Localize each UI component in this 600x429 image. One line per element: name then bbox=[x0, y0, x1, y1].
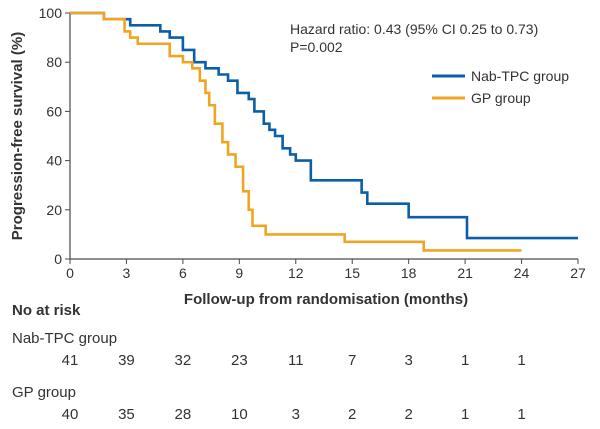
x-tick-label: 3 bbox=[123, 265, 131, 281]
x-tick-label: 27 bbox=[570, 265, 586, 281]
series-line-gp bbox=[70, 11, 522, 252]
y-tick-label: 80 bbox=[46, 54, 62, 70]
x-tick-label: 15 bbox=[344, 265, 360, 281]
x-tick-label: 9 bbox=[235, 265, 243, 281]
x-tick-label: 0 bbox=[66, 265, 74, 281]
x-tick-label: 6 bbox=[179, 265, 187, 281]
x-axis-title: Follow-up from randomisation (months) bbox=[184, 291, 468, 308]
legend-label-nab-tpc: Nab-TPC group bbox=[471, 68, 569, 84]
y-tick-label: 40 bbox=[46, 153, 62, 169]
series-line-nab-tpc bbox=[70, 11, 578, 240]
y-tick-label: 0 bbox=[54, 251, 62, 267]
y-tick-label: 20 bbox=[46, 202, 62, 218]
x-tick-label: 24 bbox=[514, 265, 530, 281]
x-tick-label: 12 bbox=[288, 265, 304, 281]
y-tick-label: 100 bbox=[39, 5, 63, 21]
hazard-ratio-text: Hazard ratio: 0.43 (95% CI 0.25 to 0.73) bbox=[290, 21, 538, 37]
legend-label-gp: GP group bbox=[471, 90, 531, 106]
x-tick-label: 18 bbox=[401, 265, 417, 281]
y-tick-label: 60 bbox=[46, 103, 62, 119]
x-tick-label: 21 bbox=[457, 265, 473, 281]
y-axis-title: Progression-free survival (%) bbox=[9, 32, 26, 240]
p-value-text: P=0.002 bbox=[290, 39, 343, 55]
